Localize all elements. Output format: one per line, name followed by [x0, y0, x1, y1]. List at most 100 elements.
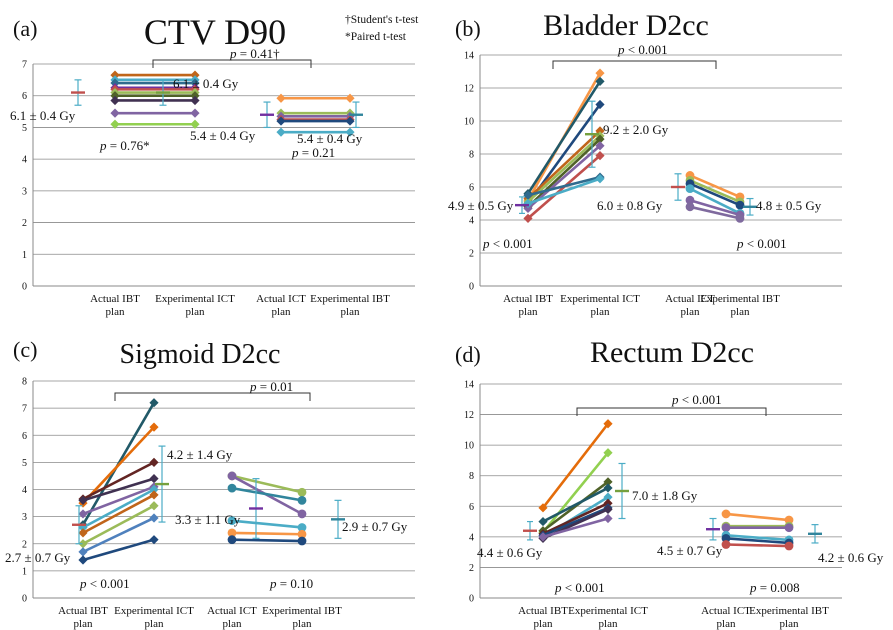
- x-tick-label: Actual IBT: [58, 605, 108, 617]
- y-tick-label: 8: [469, 150, 474, 161]
- within-p-value: p = 0.008: [749, 580, 800, 595]
- within-p-value: p = 0.76*: [99, 138, 150, 153]
- summary-label: 4.8 ± 0.5 Gy: [756, 198, 822, 213]
- chart-title: Bladder D2cc: [543, 9, 709, 42]
- y-tick-label: 3: [22, 186, 27, 197]
- x-tick-label: Actual ICT: [256, 293, 306, 305]
- y-tick-label: 4: [469, 532, 474, 543]
- bracket-p-value: p = 0.41†: [229, 46, 280, 61]
- x-tick-label: plan: [106, 306, 125, 318]
- x-tick-label: plan: [717, 618, 736, 630]
- y-tick-label: 2: [469, 249, 474, 260]
- data-point-marker: [298, 537, 307, 546]
- x-tick-label: Actual ICT: [701, 605, 751, 617]
- y-tick-label: 8: [469, 471, 474, 482]
- y-tick-label: 0: [22, 282, 27, 293]
- within-p-value: p < 0.001: [554, 580, 605, 595]
- within-p-value: p < 0.001: [736, 236, 787, 251]
- data-point-marker: [298, 510, 307, 519]
- data-point-marker: [298, 496, 307, 505]
- chart-title: Sigmoid D2cc: [120, 339, 281, 370]
- y-tick-label: 3: [22, 512, 27, 523]
- y-tick-label: 10: [464, 117, 474, 128]
- y-tick-label: 14: [464, 51, 474, 62]
- bracket-p-value: p < 0.001: [671, 392, 722, 407]
- y-tick-label: 7: [22, 60, 27, 71]
- bracket-p-value: p = 0.01: [249, 379, 293, 394]
- panel-label: (c): [13, 337, 37, 362]
- x-tick-label: plan: [519, 306, 538, 318]
- summary-label: 5.4 ± 0.4 Gy: [190, 128, 256, 143]
- paired-line: [232, 533, 302, 534]
- summary-label: 2.9 ± 0.7 Gy: [342, 519, 408, 534]
- bracket-p-value: p < 0.001: [617, 42, 668, 57]
- x-tick-label: Experimental IBT: [310, 293, 390, 305]
- x-tick-label: Experimental IBT: [700, 293, 780, 305]
- y-tick-label: 4: [22, 155, 27, 166]
- panel-label: (d): [455, 342, 481, 367]
- summary-label: 3.3 ± 1.1 Gy: [175, 512, 241, 527]
- data-point-marker: [228, 535, 237, 544]
- summary-label: 6.1 ± 0.4 Gy: [10, 108, 76, 123]
- summary-label: 7.0 ± 1.8 Gy: [632, 488, 698, 503]
- summary-label: 9.2 ± 2.0 Gy: [603, 122, 669, 137]
- y-tick-label: 6: [469, 502, 474, 513]
- x-tick-label: Actual IBT: [90, 293, 140, 305]
- y-tick-label: 4: [22, 485, 27, 496]
- x-tick-label: plan: [145, 618, 164, 630]
- summary-label: 4.4 ± 0.6 Gy: [477, 545, 543, 560]
- y-tick-label: 2: [22, 218, 27, 229]
- x-tick-label: plan: [186, 306, 205, 318]
- within-p-value: p = 0.21: [291, 145, 335, 160]
- paired-line: [726, 545, 789, 547]
- data-point-marker: [722, 510, 731, 519]
- x-tick-label: Actual ICT: [207, 605, 257, 617]
- y-tick-label: 6: [22, 431, 27, 442]
- panel-label: (b): [455, 16, 481, 41]
- x-tick-label: Experimental ICT: [114, 605, 194, 617]
- x-tick-label: Experimental ICT: [560, 293, 640, 305]
- chart-title: Rectum D2cc: [590, 336, 754, 369]
- y-tick-label: 12: [464, 410, 474, 421]
- x-tick-label: Experimental ICT: [155, 293, 235, 305]
- y-tick-label: 1: [22, 566, 27, 577]
- x-tick-label: plan: [272, 306, 291, 318]
- within-p-value: p = 0.10: [269, 576, 313, 591]
- data-point-marker: [686, 202, 695, 211]
- footnote-paired-t-test: *Paired t-test: [345, 31, 407, 43]
- summary-label: 5.4 ± 0.4 Gy: [297, 131, 363, 146]
- y-tick-label: 5: [22, 123, 27, 134]
- x-tick-label: plan: [591, 306, 610, 318]
- data-point-marker: [785, 523, 794, 532]
- footnote-students-t-test: †Student's t-test: [345, 14, 419, 26]
- summary-label: 4.5 ± 0.7 Gy: [657, 543, 723, 558]
- panel-label: (a): [13, 16, 37, 41]
- y-tick-label: 5: [22, 458, 27, 469]
- x-tick-label: Experimental IBT: [262, 605, 342, 617]
- data-point-marker: [785, 542, 794, 551]
- summary-label: 6.1 ± 0.4 Gy: [173, 76, 239, 91]
- within-p-value: p < 0.001: [482, 236, 533, 251]
- data-point-marker: [722, 540, 731, 549]
- data-point-marker: [722, 523, 731, 532]
- y-tick-label: 12: [464, 84, 474, 95]
- y-tick-label: 0: [469, 282, 474, 293]
- y-tick-label: 8: [22, 377, 27, 388]
- y-tick-label: 7: [22, 404, 27, 415]
- y-tick-label: 2: [469, 563, 474, 574]
- y-tick-label: 1: [22, 250, 27, 261]
- x-tick-label: Actual IBT: [503, 293, 553, 305]
- summary-label: 4.2 ± 0.6 Gy: [818, 550, 884, 565]
- x-tick-label: plan: [780, 618, 799, 630]
- data-point-marker: [736, 214, 745, 223]
- x-tick-label: Actual IBT: [518, 605, 568, 617]
- data-point-marker: [298, 488, 307, 497]
- x-tick-label: plan: [293, 618, 312, 630]
- x-tick-label: plan: [731, 306, 750, 318]
- x-tick-label: plan: [599, 618, 618, 630]
- x-tick-label: plan: [534, 618, 553, 630]
- x-tick-label: Experimental ICT: [568, 605, 648, 617]
- y-tick-label: 0: [22, 594, 27, 605]
- data-point-marker: [228, 484, 237, 493]
